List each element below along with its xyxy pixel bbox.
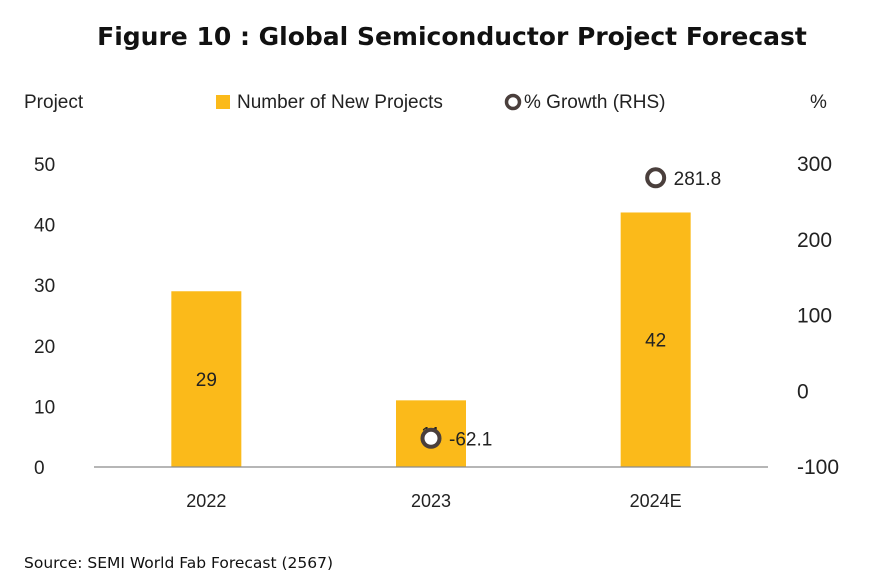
source-note: Source: SEMI World Fab Forecast (2567) <box>24 554 333 572</box>
bar-value-label: 42 <box>645 331 666 352</box>
legend-marker-label: % Growth (RHS) <box>524 92 665 113</box>
y-tick-label-left: 20 <box>34 337 55 358</box>
bars: 291142 <box>171 212 691 467</box>
bar-value-label: 29 <box>196 370 217 391</box>
x-tick-label: 2022 <box>186 491 226 511</box>
y-tick-label-left: 40 <box>34 216 55 237</box>
legend-bar-label: Number of New Projects <box>237 92 443 113</box>
growth-markers: -62.1 281.8 <box>420 167 722 450</box>
y-axis-left-ticks: 0 10 20 30 40 50 <box>34 155 55 479</box>
growth-value-label: -62.1 <box>449 429 492 450</box>
legend-bar-swatch <box>216 95 230 109</box>
y-tick-label-left: 10 <box>34 397 55 418</box>
bar <box>171 291 242 467</box>
growth-marker <box>645 167 667 189</box>
chart-title: Figure 10 : Global Semiconductor Project… <box>97 22 807 51</box>
y-tick-label-right: 0 <box>797 380 809 403</box>
growth-marker <box>420 427 442 449</box>
y-tick-label-left: 50 <box>34 155 55 176</box>
x-tick-label: 2024E <box>630 491 682 511</box>
y-tick-label-right: 200 <box>797 229 832 252</box>
y-tick-label-left: 0 <box>34 458 45 479</box>
y-axis-title-left: Project <box>24 92 84 113</box>
bar <box>620 212 691 467</box>
y-tick-label-right: 100 <box>797 305 832 328</box>
legend: Number of New Projects % Growth (RHS) <box>216 92 665 113</box>
y-axis-title-right: % <box>810 92 827 113</box>
y-tick-label-left: 30 <box>34 276 55 297</box>
x-axis-labels: 2022 2023 2024E <box>186 491 681 511</box>
y-tick-label-right: 300 <box>797 153 832 176</box>
y-axis-right-ticks: -100 0 100 200 300 <box>797 153 839 479</box>
x-tick-label: 2023 <box>411 491 451 511</box>
legend-marker-swatch <box>504 93 522 111</box>
y-tick-label-right: -100 <box>797 456 839 479</box>
growth-value-label: 281.8 <box>674 169 722 190</box>
